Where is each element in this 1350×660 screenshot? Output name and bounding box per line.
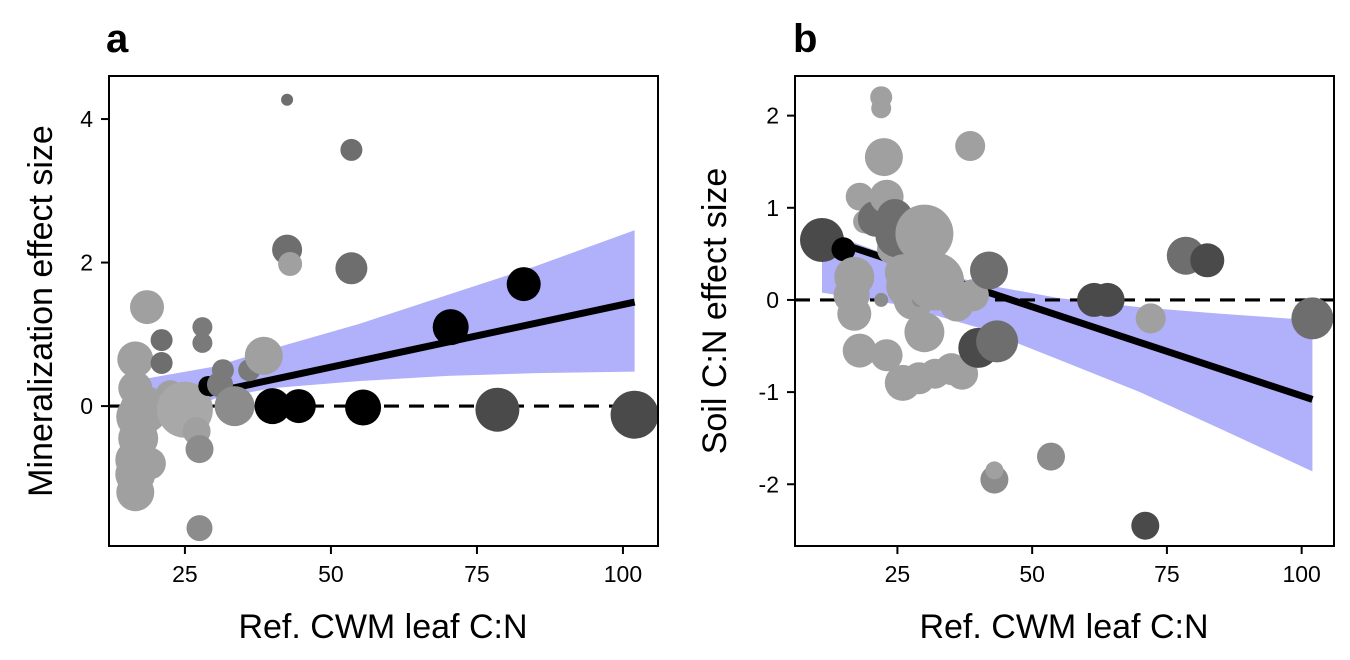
panel-b-data-point: [1291, 297, 1334, 340]
panel-b-y-tick-label: -1: [759, 379, 779, 405]
panel-a-data-point: [133, 447, 166, 480]
panel-b-data-point: [904, 312, 945, 353]
panel-b-plot-frame: [794, 75, 1335, 547]
panel-a-data-point: [475, 387, 520, 432]
panel-b-y-tick-label: -2: [759, 471, 779, 497]
panel-a-x-tick-label: 25: [172, 561, 198, 587]
panel-a-xlabel: Ref. CWM leaf C:N: [238, 608, 527, 646]
panel-a-data-point: [610, 390, 659, 439]
panel-a-data-point: [116, 473, 155, 512]
panel-a-x-tick-label: 75: [464, 561, 490, 587]
panel-a-data-point: [185, 435, 214, 464]
panel-a-data-point: [254, 388, 291, 425]
panel-b-data-point: [955, 131, 986, 161]
panel-b-data-point: [895, 204, 954, 263]
panel-a-data-point: [340, 138, 363, 161]
panel-a-data-point: [130, 290, 164, 325]
panel-b: b 25 50 75 100 2 1 0 -1 -2 Ref. CWM leaf C:N Soi…: [696, 17, 1335, 646]
panel-a-data-point: [281, 389, 316, 424]
panel-b-xlabel: Ref. CWM leaf C:N: [919, 608, 1208, 646]
panel-b-data-point: [1131, 511, 1160, 540]
panel-b-y-tick-label: 2: [766, 103, 779, 129]
panel-a-data-point: [335, 252, 368, 285]
panel-a-data-point: [117, 341, 154, 378]
panel-a-x-tick-label: 50: [318, 561, 344, 587]
panel-b-data-point: [1135, 303, 1166, 334]
panel-a-data-point: [186, 515, 213, 542]
panel-b-data-point: [870, 339, 903, 372]
panel-a-data-point: [214, 386, 255, 427]
panel-b-data-point: [976, 320, 1019, 363]
panel-a-data-point: [345, 389, 382, 426]
panel-b-x-tick-label: 100: [1282, 561, 1320, 587]
panel-a-plot-frame: [108, 75, 659, 547]
panel-a-y-tick-label: 0: [80, 393, 93, 419]
panel-b-label: b: [793, 17, 817, 61]
panel-b-y-tick-label: 1: [766, 195, 779, 221]
panel-a-ylabel: Mineralization effect size: [22, 125, 60, 497]
panel-b-data-point: [842, 333, 877, 368]
panel-a-data-point: [244, 336, 283, 375]
panel-a-data-point: [192, 317, 213, 338]
panel-b-data-point: [864, 138, 903, 177]
panel-a-data-point: [506, 267, 541, 302]
panel-b-x-tick-label: 25: [885, 561, 911, 587]
panel-b-data-point: [970, 251, 1008, 290]
panel-b-data-point: [1037, 442, 1065, 471]
panel-a-y-tick-label: 2: [80, 250, 93, 276]
panel-a-data-point: [432, 309, 469, 346]
panel-a-data-point: [281, 93, 294, 106]
panel-b-data-point: [874, 292, 889, 307]
panel-b-ylabel: Soil C:N effect size: [696, 168, 734, 455]
panel-b-data-point: [837, 296, 872, 331]
panel-a-data-point: [150, 352, 173, 374]
panel-b-x-tick-label: 50: [1019, 561, 1045, 587]
panel-b-x-tick-label: 75: [1154, 561, 1180, 587]
panel-b-data-point: [1190, 243, 1225, 278]
panel-a-data-point: [150, 329, 173, 352]
panel-b-data-point: [831, 237, 856, 262]
panel-a: a 25 50 75 100 0 2 4 Ref. CWM leaf C:N Mineral…: [22, 17, 659, 646]
panel-a-x-tick-label: 100: [604, 561, 642, 587]
panel-a-y-tick-label: 4: [80, 106, 93, 132]
panel-b-data-point: [871, 98, 892, 119]
panel-a-data-point: [192, 332, 213, 353]
panel-b-data-point: [985, 461, 1004, 480]
panel-b-y-tick-label: 0: [766, 287, 779, 313]
panel-a-data-point: [211, 359, 234, 382]
panel-a-data-point: [278, 252, 303, 276]
panel-b-data-point: [1090, 282, 1125, 317]
panel-a-label: a: [106, 17, 129, 61]
